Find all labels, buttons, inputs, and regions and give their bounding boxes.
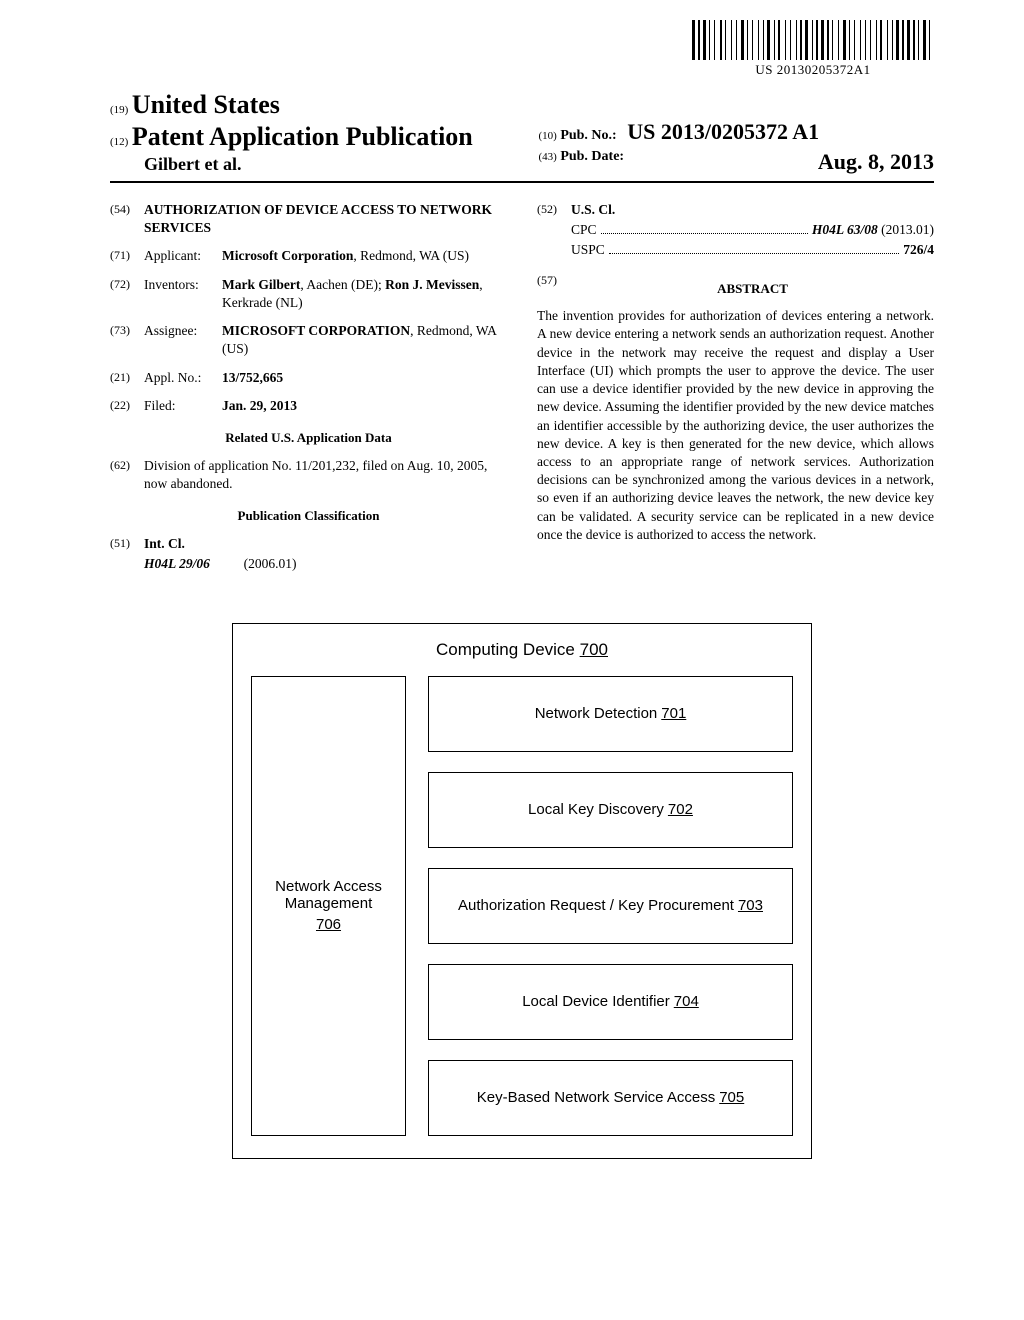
outer-title-num: 700 bbox=[580, 640, 608, 659]
assignee-name: MICROSOFT CORPORATION bbox=[222, 323, 410, 338]
diagram: Computing Device 700 Network Access Mana… bbox=[232, 623, 812, 1159]
inventors-label: Inventors: bbox=[144, 276, 222, 312]
module-label: Key-Based Network Service Access bbox=[477, 1089, 715, 1106]
assignee-field: (73) Assignee: MICROSOFT CORPORATION, Re… bbox=[110, 322, 507, 358]
module-num: 703 bbox=[738, 897, 763, 914]
header: (19) United States (12) Patent Applicati… bbox=[110, 90, 934, 183]
module-stack: Network Detection701Local Key Discovery7… bbox=[428, 676, 793, 1136]
module-num: 702 bbox=[668, 801, 693, 818]
applno-field: (21) Appl. No.: 13/752,665 bbox=[110, 369, 507, 387]
cpc-row: CPC H04L 63/08 (2013.01) bbox=[537, 221, 934, 239]
filed-field: (22) Filed: Jan. 29, 2013 bbox=[110, 397, 507, 415]
pubno-code: (10) bbox=[538, 130, 556, 142]
module-box: Network Detection701 bbox=[428, 676, 793, 752]
inventor1-name: Mark Gilbert bbox=[222, 277, 300, 292]
barcode-text: US 20130205372A1 bbox=[692, 62, 934, 78]
intcl-value: H04L 29/06 bbox=[144, 556, 210, 571]
division-field: (62) Division of application No. 11/201,… bbox=[110, 457, 507, 493]
left-box-num: 706 bbox=[262, 916, 395, 933]
left-column: (54) AUTHORIZATION OF DEVICE ACCESS TO N… bbox=[110, 201, 507, 583]
left-box-text: Network Access Management bbox=[275, 878, 382, 912]
computing-device-title: Computing Device 700 bbox=[251, 640, 793, 660]
intcl-value-row: H04L 29/06 (2006.01) bbox=[110, 555, 507, 573]
intcl-label: Int. Cl. bbox=[144, 536, 185, 551]
country-code: (19) bbox=[110, 104, 128, 116]
module-label: Network Detection bbox=[535, 705, 658, 722]
right-column: (52) U.S. Cl. CPC H04L 63/08 (2013.01) U… bbox=[537, 201, 934, 583]
intcl-code: (51) bbox=[110, 535, 144, 553]
module-num: 705 bbox=[719, 1089, 744, 1106]
division-code: (62) bbox=[110, 457, 144, 493]
module-num: 701 bbox=[661, 705, 686, 722]
uscl-code: (52) bbox=[537, 201, 571, 219]
title-text: AUTHORIZATION OF DEVICE ACCESS TO NETWOR… bbox=[144, 202, 492, 235]
uscl-label: U.S. Cl. bbox=[571, 202, 615, 217]
inventor1-loc: , Aachen (DE); bbox=[300, 277, 385, 292]
assignee-code: (73) bbox=[110, 322, 144, 358]
applno-label: Appl. No.: bbox=[144, 369, 222, 387]
applicant-loc: , Redmond, WA (US) bbox=[353, 248, 469, 263]
network-access-mgmt-box: Network Access Management 706 bbox=[251, 676, 406, 1136]
inventors-code: (72) bbox=[110, 276, 144, 312]
pub-type-code: (12) bbox=[110, 136, 128, 148]
country-line: (19) United States bbox=[110, 90, 506, 120]
title-code: (54) bbox=[110, 201, 144, 237]
module-box: Key-Based Network Service Access705 bbox=[428, 1060, 793, 1136]
pub-type-line: (12) Patent Application Publication bbox=[110, 122, 506, 152]
module-label: Local Device Identifier bbox=[522, 993, 670, 1010]
filed-value: Jan. 29, 2013 bbox=[222, 398, 297, 413]
inventors-field: (72) Inventors: Mark Gilbert, Aachen (DE… bbox=[110, 276, 507, 312]
module-box: Local Key Discovery702 bbox=[428, 772, 793, 848]
abstract-head: ABSTRACT bbox=[571, 280, 934, 298]
module-label: Local Key Discovery bbox=[528, 801, 664, 818]
applicant-name: Microsoft Corporation bbox=[222, 248, 353, 263]
applno-code: (21) bbox=[110, 369, 144, 387]
module-label: Authorization Request / Key Procurement bbox=[458, 897, 734, 914]
pubno-value: US 2013/0205372 A1 bbox=[627, 119, 819, 144]
barcode-block: US 20130205372A1 bbox=[692, 20, 934, 78]
applno-value: 13/752,665 bbox=[222, 370, 283, 385]
cpc-year-val: (2013.01) bbox=[881, 221, 934, 239]
module-num: 704 bbox=[674, 993, 699, 1010]
intcl-field: (51) Int. Cl. bbox=[110, 535, 507, 553]
computing-device-box: Computing Device 700 Network Access Mana… bbox=[232, 623, 812, 1159]
pubdate-value: Aug. 8, 2013 bbox=[818, 149, 934, 175]
pubno-label: Pub. No.: bbox=[560, 128, 616, 143]
cpc-value: H04L 63/08 bbox=[812, 221, 878, 239]
uspc-value: 726/4 bbox=[903, 241, 934, 259]
module-box: Local Device Identifier704 bbox=[428, 964, 793, 1040]
pubdate-code: (43) bbox=[538, 151, 556, 163]
pubno-line: (10) Pub. No.: US 2013/0205372 A1 bbox=[538, 119, 934, 145]
pubdate-line: (43) Pub. Date: Aug. 8, 2013 bbox=[538, 149, 934, 175]
title-field: (54) AUTHORIZATION OF DEVICE ACCESS TO N… bbox=[110, 201, 507, 237]
country-name: United States bbox=[132, 90, 280, 119]
applicant-field: (71) Applicant: Microsoft Corporation, R… bbox=[110, 247, 507, 265]
filed-code: (22) bbox=[110, 397, 144, 415]
uspc-label: USPC bbox=[571, 241, 605, 259]
body-columns: (54) AUTHORIZATION OF DEVICE ACCESS TO N… bbox=[110, 201, 934, 583]
barcode-graphic bbox=[692, 20, 934, 60]
applicant-code: (71) bbox=[110, 247, 144, 265]
assignee-label: Assignee: bbox=[144, 322, 222, 358]
pubdate-label: Pub. Date: bbox=[560, 149, 624, 164]
authors: Gilbert et al. bbox=[110, 154, 506, 175]
uspc-row: USPC 726/4 bbox=[537, 241, 934, 259]
abstract-code: (57) bbox=[537, 272, 571, 308]
intcl-year: (2006.01) bbox=[244, 556, 297, 571]
division-text: Division of application No. 11/201,232, … bbox=[144, 457, 507, 493]
outer-title-text: Computing Device bbox=[436, 640, 575, 659]
applicant-label: Applicant: bbox=[144, 247, 222, 265]
module-box: Authorization Request / Key Procurement7… bbox=[428, 868, 793, 944]
uscl-field: (52) U.S. Cl. bbox=[537, 201, 934, 219]
cpc-label: CPC bbox=[571, 221, 597, 239]
filed-label: Filed: bbox=[144, 397, 222, 415]
pubclass-head: Publication Classification bbox=[110, 507, 507, 525]
pub-type: Patent Application Publication bbox=[132, 122, 473, 151]
abstract-text: The invention provides for authorization… bbox=[537, 307, 934, 544]
related-head: Related U.S. Application Data bbox=[110, 429, 507, 447]
inventor2-name: Ron J. Mevissen bbox=[385, 277, 479, 292]
